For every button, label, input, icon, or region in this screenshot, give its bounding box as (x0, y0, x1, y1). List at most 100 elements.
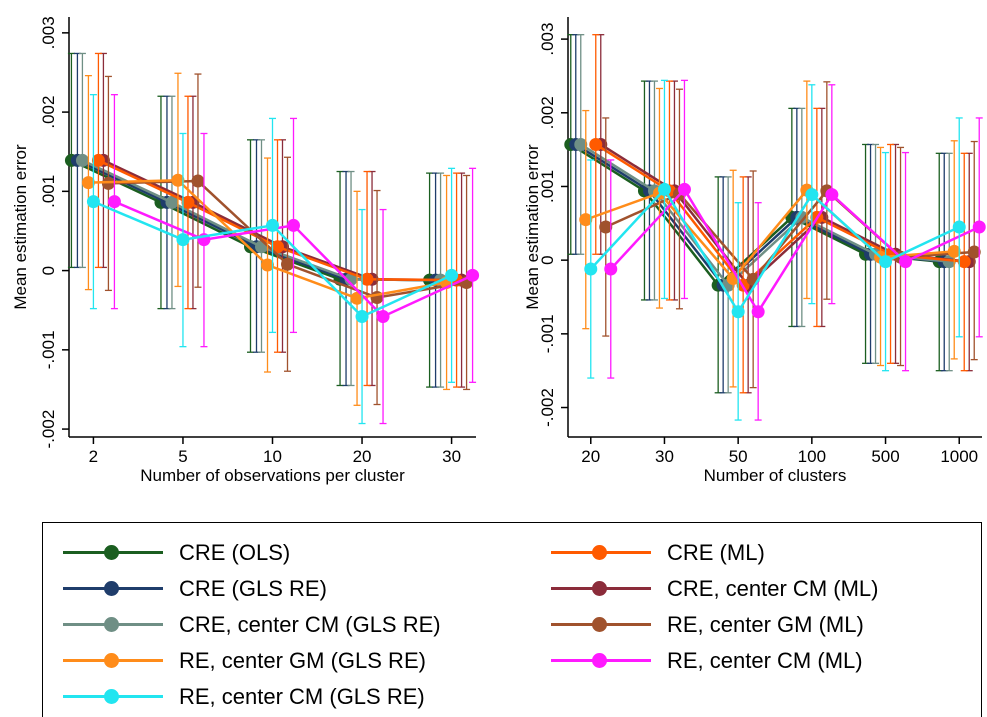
x-axis-title: Number of clusters (704, 466, 847, 485)
data-point (604, 262, 618, 276)
data-point (86, 195, 100, 209)
series-5 (86, 94, 459, 425)
data-point (191, 174, 205, 188)
data-point (805, 188, 819, 202)
legend-label: CRE, center CM (GLS RE) (179, 612, 441, 637)
x-tick-label: 10 (263, 447, 282, 466)
legend-item-re-center-cm-ml: RE, center CM (ML) (551, 646, 863, 676)
data-point (360, 272, 374, 286)
y-tick-label: -.002 (538, 388, 557, 427)
series-9 (107, 94, 480, 425)
legend-item-re-center-cm-gls-re: RE, center CM (GLS RE) (63, 682, 425, 712)
y-tick-label: -.001 (538, 314, 557, 353)
legend-label: RE, center CM (ML) (667, 648, 863, 673)
data-point (599, 220, 613, 234)
series-3 (75, 52, 448, 388)
legend-swatch (551, 646, 651, 676)
series-4 (579, 80, 961, 388)
chart-panel-2: -.002 -.001 0 .001 .002 .003 20 30 50 100 500 1000 N… (523, 17, 986, 485)
legend-item-cre-center-cm-ml: CRE, center CM (ML) (551, 574, 878, 604)
x-tick-label: 20 (581, 447, 600, 466)
series-6 (589, 34, 971, 394)
x-axis-title: Number of observations per cluster (140, 466, 405, 485)
data-point (584, 262, 598, 276)
legend-label: RE, center CM (GLS RE) (179, 684, 425, 709)
data-point (466, 268, 480, 282)
data-point (266, 218, 279, 232)
legend-item-cre-ols: CRE (OLS) (63, 538, 290, 568)
data-point (271, 240, 284, 254)
chart-legend: CRE (OLS) CRE (GLS RE) CRE, center CM (G… (42, 522, 982, 717)
series-line (589, 187, 960, 315)
data-point (171, 173, 185, 187)
legend-item-cre-center-cm-gls-re: CRE, center CM (GLS RE) (63, 610, 441, 640)
series-6 (91, 52, 464, 388)
data-point (751, 305, 765, 319)
legend-swatch (63, 574, 163, 604)
series-7 (96, 52, 469, 388)
y-tick-label: .003 (39, 16, 58, 49)
y-tick-label: 0 (39, 266, 58, 275)
data-point (355, 310, 369, 324)
data-point (445, 268, 459, 282)
data-point (176, 233, 190, 247)
data-point (677, 182, 691, 196)
legend-swatch (551, 538, 651, 568)
y-tick-label: .002 (39, 96, 58, 129)
legend-swatch (63, 646, 163, 676)
x-tick-label: 500 (871, 447, 899, 466)
y-tick-label: .001 (39, 175, 58, 208)
legend-item-cre-gls-re: CRE (GLS RE) (63, 574, 327, 604)
data-point (657, 182, 671, 196)
data-point (81, 176, 95, 190)
y-tick-label: -.002 (39, 410, 58, 449)
series-1 (564, 34, 946, 394)
y-tick-label: 0 (538, 255, 557, 264)
x-tick-label: 5 (178, 447, 187, 466)
y-axis-title: Mean estimation error (11, 144, 30, 310)
data-point (344, 272, 358, 286)
legend-label: RE, center GM (GLS RE) (179, 648, 426, 673)
x-tick-label: 50 (729, 447, 748, 466)
data-point (75, 153, 89, 167)
data-point (376, 310, 390, 324)
series-line (609, 187, 980, 315)
legend-label: CRE (GLS RE) (179, 576, 327, 601)
legend-item-cre-ml: CRE (ML) (551, 538, 765, 568)
series-8 (599, 81, 981, 389)
x-tick-label: 1000 (940, 447, 978, 466)
data-point (107, 195, 121, 209)
data-point (879, 255, 893, 269)
x-tick-label: 30 (655, 447, 674, 466)
data-point (101, 176, 115, 190)
x-tick-label: 20 (353, 447, 372, 466)
series-4 (81, 72, 454, 406)
legend-item-re-center-gm-gls-re: RE, center GM (GLS RE) (63, 646, 426, 676)
y-tick-label: .002 (538, 96, 557, 129)
data-point (825, 188, 839, 202)
data-point (574, 137, 588, 151)
legend-item-re-center-gm-ml: RE, center GM (ML) (551, 610, 864, 640)
data-point (579, 213, 593, 227)
series-9 (604, 79, 986, 421)
series-3 (574, 34, 956, 394)
data-point (261, 258, 274, 272)
data-point (957, 255, 971, 269)
legend-swatch (63, 682, 163, 712)
chart-panel-1: -.002 -.001 0 .001 .002 .003 2 5 10 20 30 Number of… (11, 16, 480, 485)
x-tick-label: 30 (442, 447, 461, 466)
series-5 (584, 79, 966, 421)
legend-swatch (551, 574, 651, 604)
legend-swatch (63, 538, 163, 568)
y-tick-label: .003 (538, 23, 557, 56)
legend-swatch (551, 610, 651, 640)
data-point (947, 244, 961, 258)
series-2 (70, 52, 443, 388)
data-point (899, 255, 913, 269)
series-line (585, 188, 955, 281)
legend-label: CRE (ML) (667, 540, 765, 565)
y-tick-label: .001 (538, 170, 557, 203)
data-point (731, 305, 745, 319)
series-1 (64, 52, 437, 388)
